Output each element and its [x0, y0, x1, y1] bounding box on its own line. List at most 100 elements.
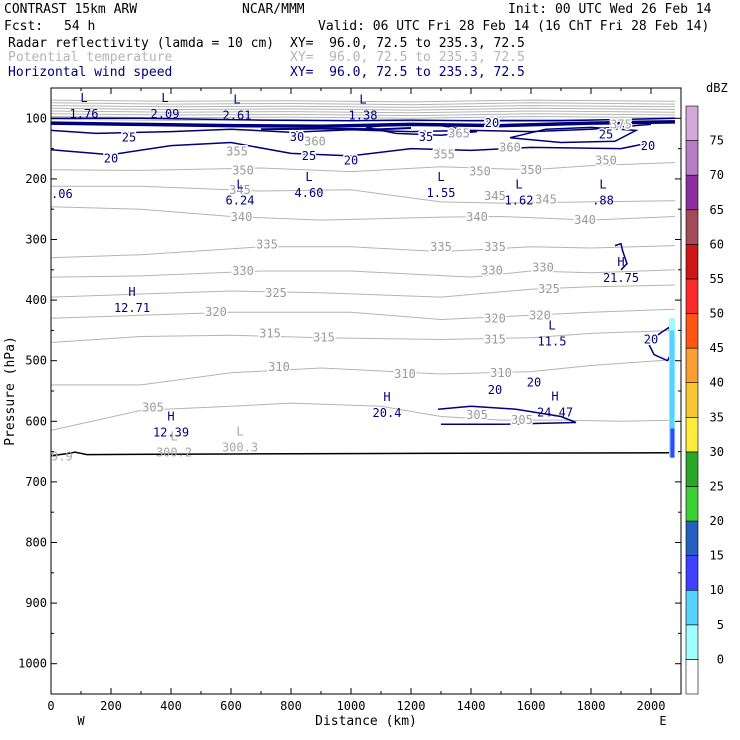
extremum-marker: L [80, 91, 87, 105]
reflectivity-area [670, 428, 675, 458]
reflectivity-shading [669, 318, 675, 458]
theta-label: 315 [484, 332, 506, 346]
extremum-marker: L [599, 177, 606, 191]
colorbar-box [685, 624, 699, 660]
theta-label: 350 [469, 165, 491, 179]
extremum-value: 300.2 [156, 445, 192, 459]
extremum-marker: L [548, 318, 555, 332]
field-xy-reflectivity: XY= 96.0, 72.5 to 235.3, 72.5 [290, 36, 525, 51]
theta-label: 340 [574, 213, 596, 227]
colorbar-box [685, 209, 699, 245]
colorbar-level-label: 0 [717, 652, 724, 666]
theta-label: 355 [433, 148, 455, 162]
forecast-hours: 54 h [64, 19, 96, 34]
theta-label: 310 [490, 366, 512, 380]
theta-contour-line [50, 308, 676, 321]
theta-label: 335 [430, 240, 452, 254]
extremum-marker: L [515, 177, 522, 191]
theta-label: 345 [229, 183, 251, 197]
extremum-marker: L [170, 429, 177, 443]
field-name-wind: Horizontal wind speed [8, 65, 173, 80]
theta-contour-upper [50, 99, 676, 103]
colorbar-level-label: 55 [710, 272, 724, 286]
extremum-value: 1.55 [427, 186, 456, 200]
theta-label: 350 [595, 154, 617, 168]
theta-label: 305 [466, 408, 488, 422]
x-tick-label: 1400 [457, 699, 486, 713]
theta-label: 360 [499, 140, 521, 154]
theta-label: 305 [142, 400, 164, 414]
colorbar-box [685, 313, 699, 349]
theta-label: 315 [313, 331, 335, 345]
extremum-value: 2.61 [223, 108, 252, 122]
colorbar-level-label: 70 [710, 168, 724, 182]
theta-label: 345 [484, 189, 506, 203]
y-axis-title: Pressure (hPa) [3, 336, 18, 446]
wind-label: 20 [641, 139, 655, 153]
colorbar: 0 5 10 15 20 25 30 35 40 45 50 55 60 65 70 75 dBZ [685, 81, 728, 695]
wind-contour-line [614, 242, 628, 271]
wind-label: 35 [419, 130, 433, 144]
theta-label: 335 [484, 240, 506, 254]
extremum-value: .06 [51, 187, 73, 201]
y-tick-label: 500 [25, 354, 47, 368]
field-xy-wind: XY= 96.0, 72.5 to 235.3, 72.5 [290, 65, 525, 80]
theta-label: 345 [535, 193, 557, 207]
terrain-line [50, 451, 676, 457]
extremum-value: 1.76 [70, 107, 99, 121]
extremum-marker: H [617, 255, 624, 269]
colorbar-box [685, 416, 699, 453]
colorbar-level-label: 75 [710, 134, 724, 148]
y-tick-label: 100 [25, 111, 47, 125]
colorbar-level-label: 15 [710, 549, 724, 563]
theta-label: 310 [268, 360, 290, 374]
colorbar-level-label: 35 [710, 410, 724, 424]
y-tick-label: 600 [25, 414, 47, 428]
contour-labels: 375 365 360 360 355 355 350 350 350 350 345 345 345 3… [51, 91, 660, 463]
field-name-reflectivity: Radar reflectivity (lamda = 10 cm) [8, 36, 275, 51]
wind-contours [50, 117, 676, 457]
extremum-marker: L [161, 91, 168, 105]
x-tick-label: 200 [100, 699, 122, 713]
wind-contour-line [509, 126, 639, 144]
colorbar-box [685, 555, 699, 591]
colorbar-level-label: 20 [710, 514, 724, 528]
x-tick-label: 400 [160, 699, 182, 713]
theta-label: 350 [520, 163, 542, 177]
west-endpoint-label: W [77, 714, 85, 728]
extremum-value: 2.09 [151, 107, 180, 121]
theta-label: 350 [232, 163, 254, 177]
wind-contour-line [260, 127, 412, 131]
wind-contour-line [437, 405, 577, 426]
colorbar-box [685, 347, 699, 384]
axes: 100 200 300 400 500 600 700 800 900 1000 0 200 400 60… [3, 87, 682, 729]
colorbar-box [685, 244, 699, 280]
theta-contour-line [50, 329, 676, 343]
theta-label: 310 [394, 367, 416, 381]
model-title: CONTRAST 15km ARW [4, 2, 138, 17]
extremum-marker: L [233, 92, 240, 106]
extremum-value: 6.24 [226, 193, 255, 207]
theta-contour-upper [50, 113, 676, 117]
theta-contour-line [50, 284, 676, 298]
reflectivity-area [669, 330, 675, 458]
field-xy-theta: XY= 96.0, 72.5 to 235.3, 72.5 [290, 50, 525, 65]
theta-contour-upper [50, 102, 676, 106]
theta-label: 340 [231, 210, 253, 224]
organization: NCAR/MMM [242, 2, 305, 17]
colorbar-box [685, 140, 699, 176]
theta-contour-line [50, 269, 676, 278]
colorbar-box [685, 486, 699, 522]
colorbar-level-label: 40 [710, 376, 724, 390]
theta-label: 325 [265, 286, 287, 300]
y-tick-label: 300 [25, 233, 47, 247]
colorbar-level-label: 50 [710, 307, 724, 321]
colorbar-level-label: 65 [710, 203, 724, 217]
extremum-value: 12.71 [114, 301, 150, 315]
east-endpoint-label: E [659, 714, 666, 728]
x-tick-label: 1200 [397, 699, 426, 713]
theta-label: 365 [448, 126, 470, 140]
y-tick-label: 200 [25, 172, 47, 186]
forecast-label: Fcst: [4, 19, 44, 34]
colorbar-box [685, 520, 699, 556]
